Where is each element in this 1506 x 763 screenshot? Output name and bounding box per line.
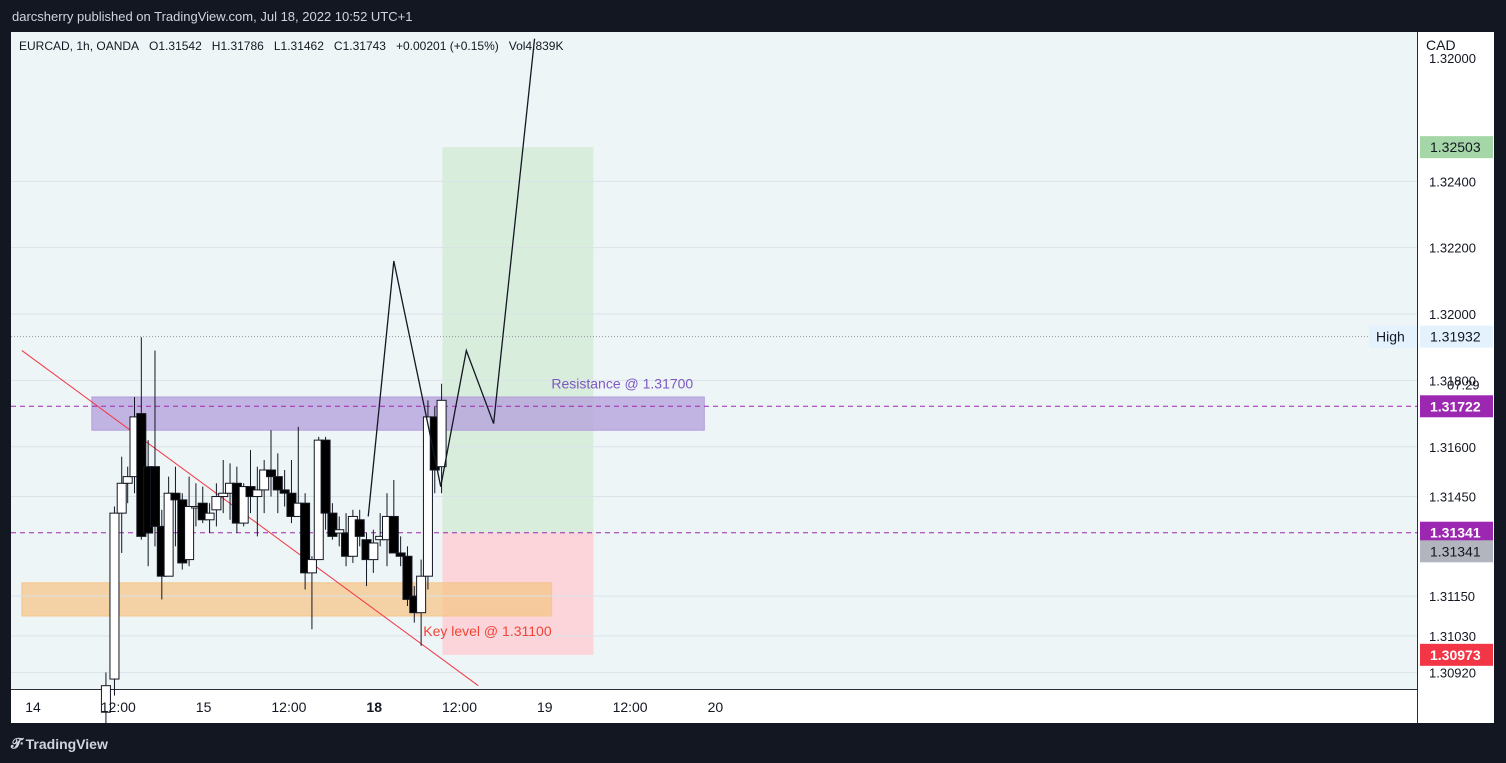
axis-mask xyxy=(1418,66,1494,78)
tradingview-logo[interactable]: 𝓣∙ TradingView xyxy=(11,735,108,752)
projection-path[interactable] xyxy=(367,38,536,517)
price-tag[interactable] xyxy=(1420,325,1493,348)
legend-change: +0.00201 (+0.15%) xyxy=(395,39,499,53)
x-tick-label: 18 xyxy=(366,699,382,715)
candle-body[interactable] xyxy=(402,555,413,600)
price-tag-label: 1.31932 xyxy=(1430,329,1481,345)
y-tick-label: 1.31030 xyxy=(1429,629,1476,644)
high-tag-box xyxy=(1369,325,1417,348)
x-tick-label: 12:00 xyxy=(271,699,306,715)
key-label: Key level @ 1.31100 xyxy=(423,623,552,639)
resistance-zone[interactable] xyxy=(91,396,705,431)
candle-body[interactable] xyxy=(388,515,399,554)
candle-body[interactable] xyxy=(170,492,181,501)
x-tick-label: 20 xyxy=(708,699,724,715)
price-tag[interactable] xyxy=(1420,395,1493,418)
footer-bar: 𝓣∙ TradingView xyxy=(0,725,1506,763)
symbol-legend: EURCAD, 1h, OANDA O1.31542 H1.31786 L1.3… xyxy=(19,39,563,53)
time-axis-background xyxy=(11,689,1417,723)
candle-body[interactable] xyxy=(272,476,283,491)
x-tick-label: 12:00 xyxy=(101,699,136,715)
axis-currency: CAD xyxy=(1426,37,1456,53)
candle-body[interactable] xyxy=(197,502,208,521)
candle-body[interactable] xyxy=(218,492,229,498)
legend-high: H1.31786 xyxy=(211,39,264,53)
candle-body[interactable] xyxy=(259,469,270,491)
y-tick-label: 1.32000 xyxy=(1429,307,1476,322)
candle-body[interactable] xyxy=(279,489,290,494)
legend-low: L1.31462 xyxy=(273,39,324,53)
y-tick-label-partial: 1.32000 xyxy=(1429,51,1476,66)
y-tick-label: 1.30920 xyxy=(1429,665,1476,680)
legend-open: O1.31542 xyxy=(149,39,202,53)
candle-body[interactable] xyxy=(416,575,427,614)
legend-volume: Vol4.839K xyxy=(508,39,564,53)
candle-body[interactable] xyxy=(238,486,249,524)
candle-body[interactable] xyxy=(100,685,111,713)
candle-body[interactable] xyxy=(354,519,365,537)
candle-body[interactable] xyxy=(395,552,406,557)
publisher-text: darcsherry published on TradingView.com,… xyxy=(12,9,413,24)
candle-body[interactable] xyxy=(320,439,331,514)
trend-line[interactable] xyxy=(21,350,479,687)
candle-body[interactable] xyxy=(211,496,222,511)
x-tick-label: 12:00 xyxy=(442,699,477,715)
y-tick-label: 1.32200 xyxy=(1429,241,1476,256)
key-zone[interactable] xyxy=(21,582,553,617)
candle-body[interactable] xyxy=(334,529,345,534)
candle-body[interactable] xyxy=(300,502,311,574)
y-tick-label: 1.31150 xyxy=(1429,589,1475,604)
plot-background xyxy=(11,32,1417,689)
target-zone[interactable] xyxy=(442,147,594,533)
publisher-bar: darcsherry published on TradingView.com,… xyxy=(0,0,1506,32)
candle-body[interactable] xyxy=(265,469,276,478)
price-tag-label: 1.32503 xyxy=(1430,139,1481,155)
candle-body[interactable] xyxy=(116,482,127,514)
price-tag[interactable] xyxy=(1420,643,1493,666)
y-tick-label: 1.31450 xyxy=(1429,490,1476,505)
x-tick-label: 19 xyxy=(537,699,553,715)
price-tag-label: 1.31722 xyxy=(1430,398,1481,414)
price-tag-label: 1.30973 xyxy=(1430,647,1481,663)
tradingview-brand: TradingView xyxy=(25,735,108,752)
candle-body[interactable] xyxy=(109,512,120,680)
resistance-label: Resistance @ 1.31700 xyxy=(551,376,693,392)
candle-body[interactable] xyxy=(122,476,133,484)
price-tag-label: 1.31341 xyxy=(1430,525,1481,541)
price-tag[interactable] xyxy=(1420,540,1493,563)
bar-countdown: 07:29 xyxy=(1447,377,1480,392)
x-tick-label: 14 xyxy=(25,699,41,715)
y-tick-label: 1.31600 xyxy=(1429,440,1476,455)
candle-body[interactable] xyxy=(149,466,160,527)
candle-body[interactable] xyxy=(204,512,215,521)
y-tick-label: 1.31800 xyxy=(1429,373,1476,388)
legend-symbol: EURCAD, 1h, OANDA xyxy=(19,39,140,53)
candle-body[interactable] xyxy=(306,559,317,574)
tradingview-logo-icon: 𝓣∙ xyxy=(11,735,24,751)
candle-body[interactable] xyxy=(163,492,174,577)
y-tick-label: 1.32400 xyxy=(1429,174,1476,189)
legend-close: C1.31743 xyxy=(333,39,386,53)
high-tag-label: High xyxy=(1376,329,1405,345)
x-tick-label: 15 xyxy=(196,699,212,715)
price-tag[interactable] xyxy=(1420,521,1493,544)
candle-body[interactable] xyxy=(327,512,338,537)
price-tag-label: 1.31341 xyxy=(1430,543,1481,559)
candle-body[interactable] xyxy=(184,506,195,561)
candle-body[interactable] xyxy=(436,399,447,468)
candle-body[interactable] xyxy=(368,542,379,561)
x-tick-label: 12:00 xyxy=(613,699,648,715)
price-tag[interactable] xyxy=(1420,136,1493,159)
candle-body[interactable] xyxy=(422,416,433,577)
candle-body[interactable] xyxy=(252,489,263,498)
